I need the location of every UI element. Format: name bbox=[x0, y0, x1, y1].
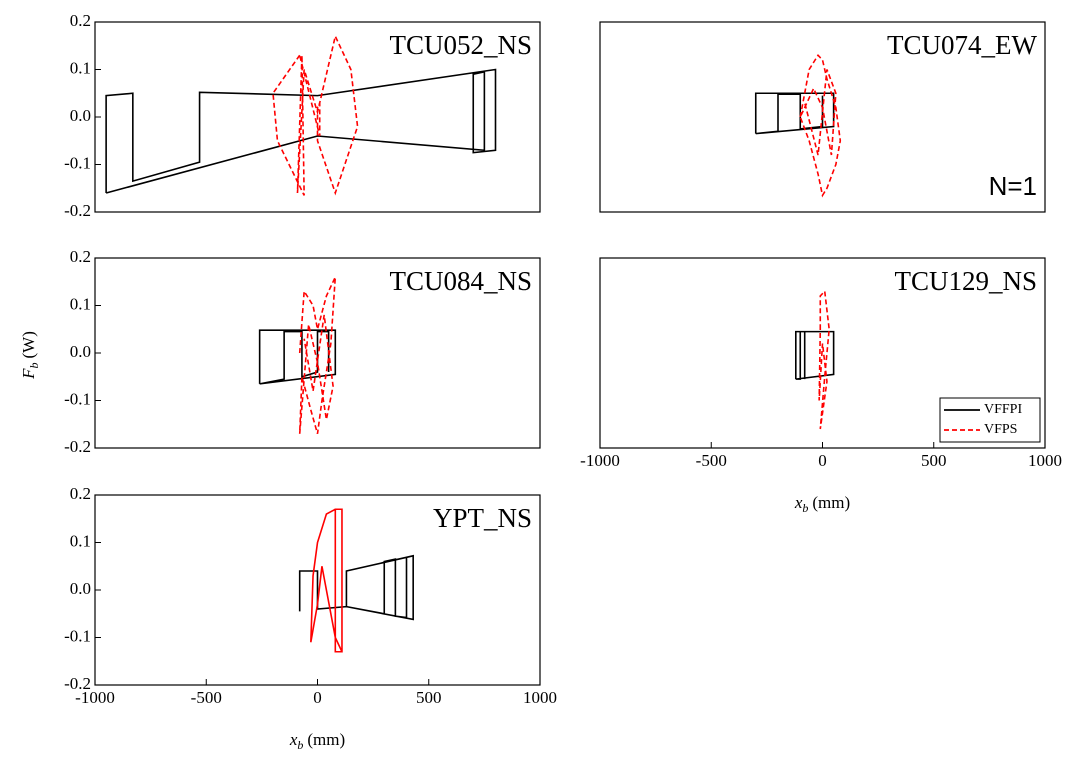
y-tick-label: 0.0 bbox=[70, 106, 91, 125]
y-label-main: F bbox=[19, 368, 38, 380]
x-tick-label: 1000 bbox=[523, 688, 557, 707]
panel-title: TCU084_NS bbox=[389, 266, 532, 296]
series-line bbox=[796, 332, 834, 380]
series-line bbox=[273, 36, 358, 195]
series-line bbox=[300, 277, 336, 434]
y-axis-label: Fb (W) bbox=[19, 331, 41, 380]
x-label-unit: (mm) bbox=[812, 493, 850, 512]
x-tick-label: 500 bbox=[921, 451, 947, 470]
panel-title: TCU052_NS bbox=[389, 30, 532, 60]
panel-title: TCU129_NS bbox=[894, 266, 1037, 296]
y-tick-label: 0.2 bbox=[70, 484, 91, 503]
series-line bbox=[800, 55, 840, 195]
series-line bbox=[756, 93, 834, 133]
y-tick-label: -0.1 bbox=[64, 153, 91, 172]
panel-title: YPT_NS bbox=[433, 503, 532, 533]
figure: Fb (W) 0.2 0.1 0.0 -0.1 -0.2 TCU052_NS TCU074_E… bbox=[0, 0, 1071, 760]
series-line bbox=[311, 509, 342, 652]
x-tick-label: 1000 bbox=[1028, 451, 1062, 470]
x-tick-label: -500 bbox=[696, 451, 727, 470]
series-line bbox=[819, 291, 829, 429]
y-tick-label: 0.0 bbox=[70, 342, 91, 361]
x-axis-label: xb(mm) bbox=[289, 730, 345, 752]
series-line bbox=[260, 330, 336, 384]
x-label-sub: b bbox=[802, 501, 808, 515]
y-tick-label: -0.1 bbox=[64, 626, 91, 645]
y-tick-label: 0.1 bbox=[70, 531, 91, 550]
x-tick-label: 0 bbox=[313, 688, 322, 707]
x-label-sub: b bbox=[297, 738, 303, 752]
x-axis-label: xb(mm) bbox=[794, 493, 850, 515]
y-tick-label: -0.2 bbox=[64, 437, 91, 456]
y-tick-label: 0.2 bbox=[70, 247, 91, 266]
x-tick-label: 500 bbox=[416, 688, 442, 707]
panel-title: TCU074_EW bbox=[887, 30, 1037, 60]
y-tick-label: 0.0 bbox=[70, 579, 91, 598]
y-label-sub: b bbox=[27, 362, 41, 368]
x-tick-label: -500 bbox=[191, 688, 222, 707]
y-tick-label: -0.2 bbox=[64, 201, 91, 220]
x-label-unit: (mm) bbox=[307, 730, 345, 749]
annotation: N=1 bbox=[989, 171, 1037, 201]
y-tick-label: 0.2 bbox=[70, 11, 91, 30]
x-tick-label: -1000 bbox=[75, 688, 115, 707]
legend-label: VFPS bbox=[984, 422, 1017, 437]
series-line bbox=[106, 70, 495, 194]
x-tick-label: 0 bbox=[818, 451, 827, 470]
legend-label: VFFPI bbox=[984, 402, 1022, 417]
y-tick-label: 0.1 bbox=[70, 58, 91, 77]
x-tick-label: -1000 bbox=[580, 451, 620, 470]
y-label-unit: (W) bbox=[19, 331, 38, 358]
y-tick-label: 0.1 bbox=[70, 294, 91, 313]
y-tick-label: -0.1 bbox=[64, 389, 91, 408]
